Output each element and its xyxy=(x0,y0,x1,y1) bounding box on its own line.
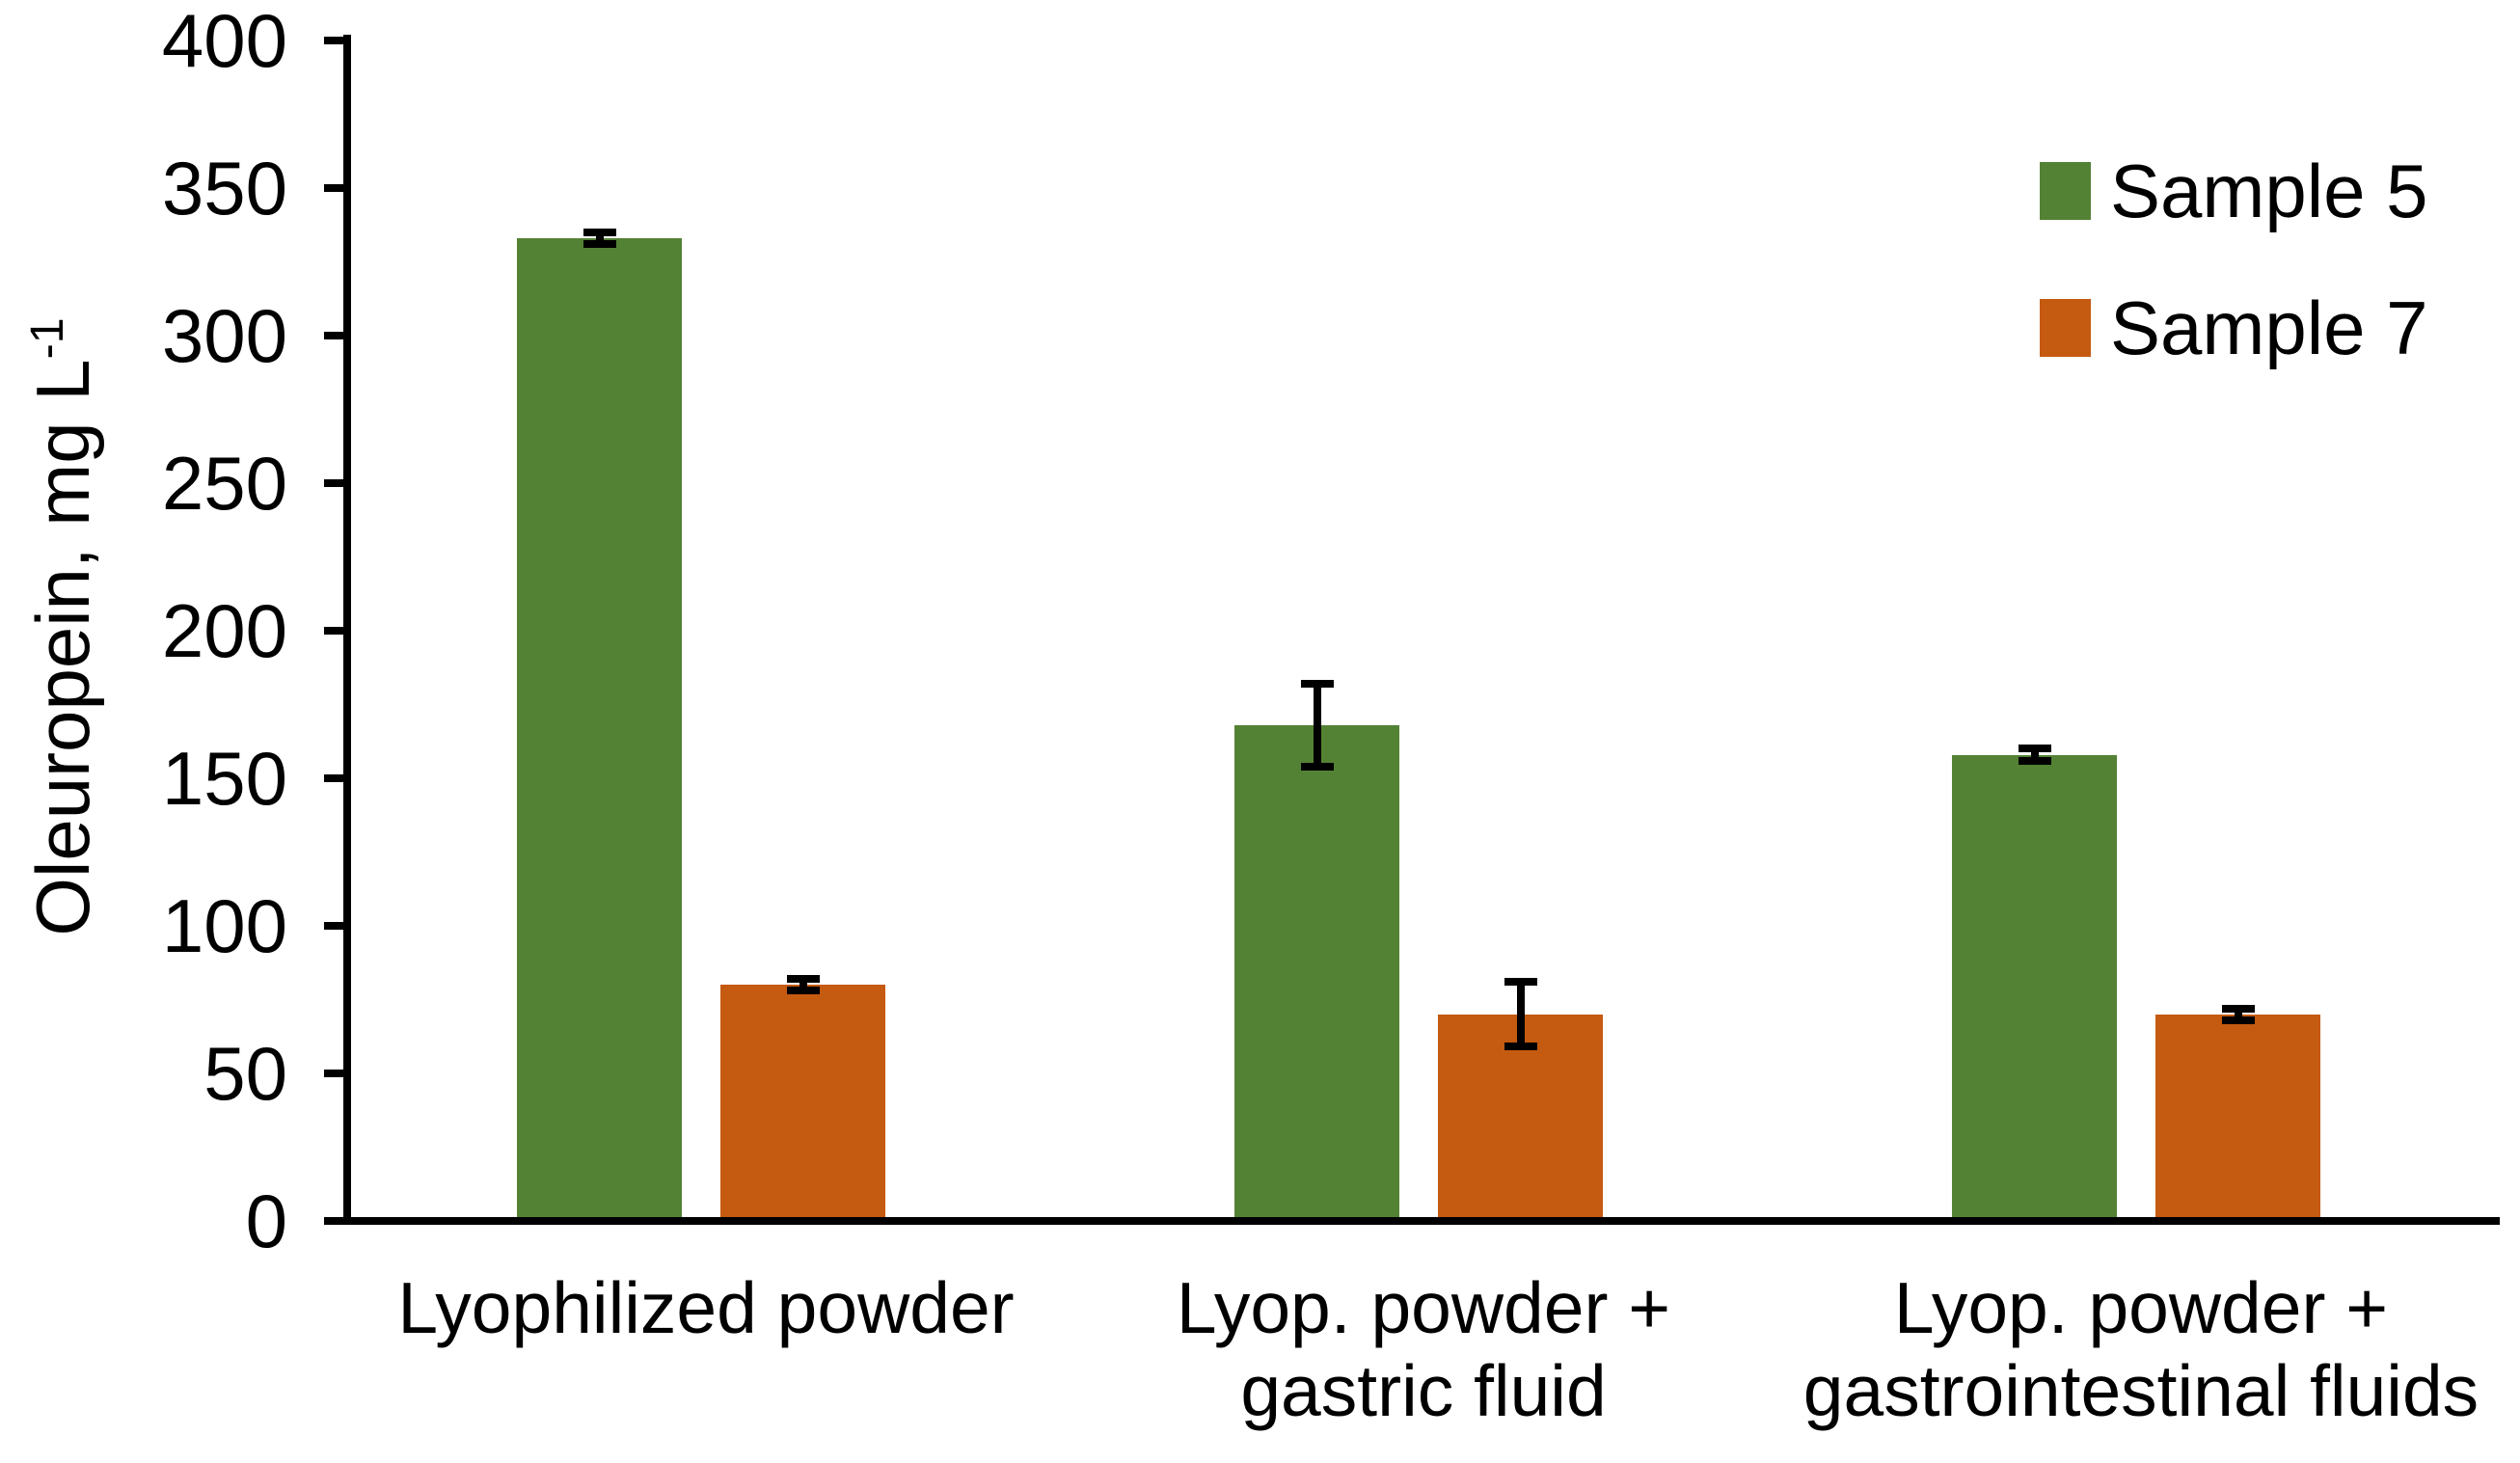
x-category-label: Lyop. powder + gastrointestinal fluids xyxy=(1659,1266,2520,1432)
error-bar-cap xyxy=(583,240,616,249)
bar xyxy=(2155,1014,2320,1217)
error-bar-cap xyxy=(786,987,820,995)
error-bar-cap xyxy=(2018,745,2051,753)
y-tick-mark xyxy=(324,37,351,44)
legend-label: Sample 7 xyxy=(2110,285,2428,370)
y-tick-mark xyxy=(324,332,351,339)
x-category-label-line: Lyophilized powder xyxy=(397,1267,1015,1348)
bar xyxy=(1234,724,1399,1217)
y-tick-label: 300 xyxy=(161,293,287,378)
error-bar-cap xyxy=(2018,756,2051,765)
y-tick-label: 0 xyxy=(245,1179,287,1263)
y-tick-mark xyxy=(324,1070,351,1077)
y-tick-mark xyxy=(324,479,351,487)
bar xyxy=(720,985,885,1217)
y-tick-mark xyxy=(324,184,351,192)
legend-swatch xyxy=(2040,299,2091,357)
y-tick-label: 400 xyxy=(161,0,287,83)
legend-label: Sample 5 xyxy=(2110,149,2428,233)
bar xyxy=(517,238,682,1217)
x-category-label: Lyophilized powder xyxy=(224,1266,1188,1349)
bar xyxy=(1952,754,2117,1217)
x-category-label-line: Lyop. powder + xyxy=(1176,1267,1671,1348)
error-bar-cap xyxy=(2221,1004,2255,1013)
x-category-label: Lyop. powder + gastric fluid xyxy=(941,1266,1906,1432)
y-tick-mark xyxy=(324,627,351,635)
y-axis-line xyxy=(343,35,351,1225)
error-bar-line xyxy=(799,979,807,991)
error-bar-line xyxy=(2234,1008,2242,1020)
y-tick-label: 350 xyxy=(161,146,287,230)
y-tick-label: 100 xyxy=(161,883,287,968)
x-category-label-line: gastrointestinal fluids xyxy=(1802,1350,2479,1431)
x-axis-line xyxy=(324,1217,2500,1225)
error-bar-cap xyxy=(583,228,616,236)
error-bar-cap xyxy=(1300,762,1334,771)
y-tick-label: 50 xyxy=(203,1031,287,1116)
y-tick-mark xyxy=(324,774,351,782)
x-category-label-line: gastric fluid xyxy=(1240,1350,1607,1431)
y-tick-label: 150 xyxy=(161,736,287,821)
error-bar-line xyxy=(595,231,604,245)
error-bar-cap xyxy=(1300,680,1334,689)
legend-swatch xyxy=(2040,162,2091,220)
y-tick-label: 250 xyxy=(161,441,287,526)
y-tick-mark xyxy=(324,922,351,930)
error-bar-cap xyxy=(786,975,820,984)
error-bar-line xyxy=(1516,982,1525,1047)
error-bar-line xyxy=(1313,684,1321,767)
error-bar-cap xyxy=(2221,1016,2255,1024)
error-bar-cap xyxy=(1504,1043,1537,1051)
x-category-label-line: Lyop. powder + xyxy=(1893,1267,2389,1348)
error-bar-line xyxy=(2030,748,2039,761)
error-bar-cap xyxy=(1504,978,1537,987)
y-tick-label: 200 xyxy=(161,588,287,673)
